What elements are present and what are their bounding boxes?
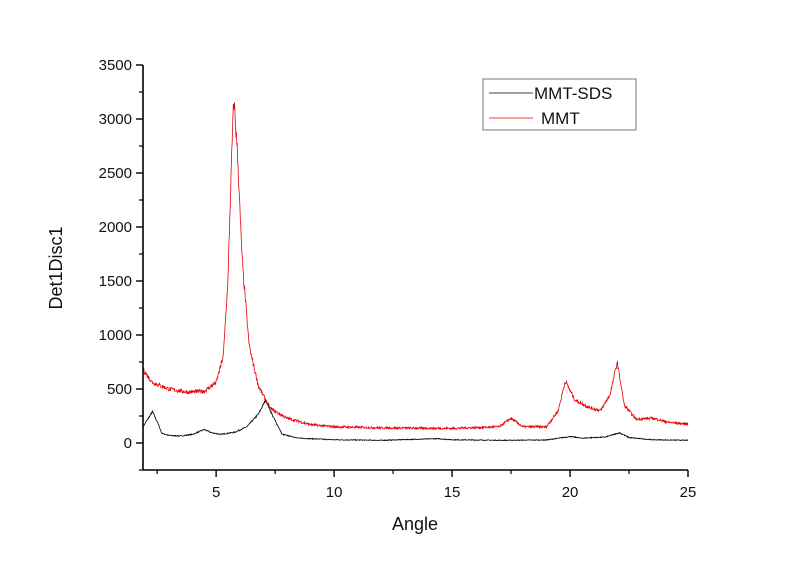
x-axis-title: Angle	[392, 514, 438, 534]
x-tick-label: 15	[444, 484, 461, 501]
y-tick-label: 2500	[99, 165, 132, 182]
y-tick-label: 2000	[99, 219, 132, 236]
legend-label-mmt-sds: MMT-SDS	[534, 84, 612, 103]
y-tick-label: 0	[124, 435, 132, 452]
x-tick-label: 5	[212, 484, 220, 501]
y-tick-label: 1000	[99, 327, 132, 344]
series-line-mmt-sds	[142, 398, 688, 442]
series-line-mmt	[142, 102, 689, 431]
y-tick-label: 3000	[99, 111, 132, 128]
y-tick-label: 1500	[99, 273, 132, 290]
y-axis-title: Det1Disc1	[46, 226, 66, 309]
x-tick-label: 10	[326, 484, 343, 501]
axes: 0 500 1000 1500 2000 2500 3000 3500 5 10 15 20 25	[99, 57, 697, 501]
x-tick-label: 25	[680, 484, 697, 501]
legend: MMT-SDS MMT	[482, 78, 637, 131]
x-tick-label: 20	[562, 484, 579, 501]
plot-area	[142, 102, 689, 442]
legend-box	[482, 78, 637, 131]
y-tick-label: 3500	[99, 57, 132, 74]
legend-label-mmt: MMT	[541, 109, 580, 128]
y-tick-label: 500	[107, 381, 132, 398]
